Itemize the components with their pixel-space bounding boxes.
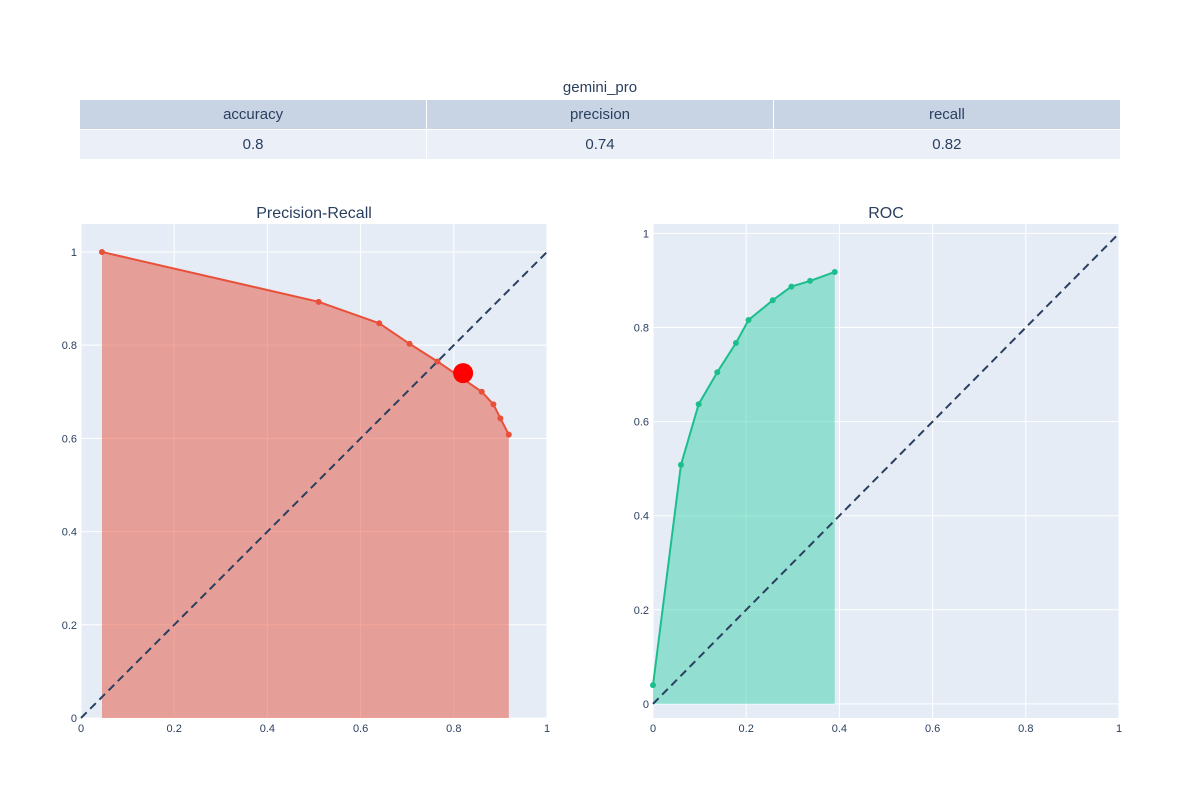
roc-plot: 00 0.2 0.2 0.4 0.4 0.6 0.6 0.8 0.8 1 1 ROC [634,205,1122,735]
table-title: gemini_pro [562,79,638,96]
precision-recall-plot: 00 0.2 0.2 0.4 0.4 0.6 0.6 0.8 0.8 1 1 Precision-Re… [62,205,550,735]
pr-y-tick-label: 0.2 [62,620,77,632]
roc-data-point [745,316,752,323]
metrics-table: accuracy precision recall 0.8 0.74 0.82 [80,100,1120,159]
roc-y-tick-label: 0.6 [634,417,649,429]
pr-x-tick-label: 0 [78,723,84,735]
pr-y-tick-label: 0.8 [62,340,77,352]
roc-y-tick-label: 0.4 [634,511,649,523]
pr-title: Precision-Recall [256,205,372,222]
pr-data-point [490,401,497,408]
pr-diagonal-line [80,251,548,719]
roc-data-point [769,297,776,304]
roc-x-tick-label: 0.4 [832,723,847,735]
roc-curve-line [652,271,836,686]
pr-x-tick-label: 0.2 [167,723,182,735]
pr-data-point [376,320,383,327]
pr-y-tick-label: 1 [71,247,77,259]
pr-data-point [478,388,485,395]
pr-highlight-point [453,363,474,384]
table-header-precision: precision [426,100,774,130]
pr-data-point [406,340,413,347]
roc-data-point [695,401,702,408]
roc-data-point [831,268,838,275]
roc-data-point [788,283,795,290]
pr-x-tick-label: 0.8 [446,723,461,735]
roc-diagonal-line [652,232,1120,705]
table-header-row: accuracy precision recall [80,100,1120,130]
roc-title: ROC [868,205,904,222]
roc-y-tick-label: 0.2 [634,605,649,617]
pr-data-point [98,248,105,255]
table-cell-precision: 0.74 [426,129,774,159]
roc-y-tick-label: 0.8 [634,323,649,335]
roc-data-point [650,682,656,689]
pr-data-point [434,358,441,365]
pr-x-tick-label: 0.4 [260,723,275,735]
table-cell-accuracy: 0.8 [80,129,428,159]
roc-y-tick-label: 1 [643,228,649,240]
table-cell-recall: 0.82 [773,129,1120,159]
roc-data-point [714,369,721,376]
pr-x-tick-label: 1 [544,723,550,735]
roc-x-tick-label: 0.6 [925,723,940,735]
roc-x-tick-label: 0.2 [739,723,754,735]
roc-area-fill [653,271,835,704]
roc-data-point [807,277,814,284]
table-header-recall: recall [773,100,1120,130]
pr-data-point [505,431,512,438]
pr-x-tick-label: 0.6 [353,723,368,735]
roc-x-tick-label: 0 [650,723,656,735]
pr-y-tick-label: 0.6 [62,433,77,445]
roc-y-tick-label: 0 [643,699,649,711]
roc-x-tick-label: 0.8 [1018,723,1033,735]
pr-data-point [315,298,322,305]
roc-x-tick-label: 1 [1116,723,1122,735]
pr-y-tick-label: 0.4 [62,527,77,539]
roc-data-point [677,461,684,468]
pr-area-fill [101,251,509,718]
pr-data-point [497,415,504,422]
table-row: 0.8 0.74 0.82 [80,129,1120,159]
roc-data-point [732,340,739,347]
table-header-accuracy: accuracy [80,100,428,130]
pr-y-tick-label: 0 [71,713,77,725]
